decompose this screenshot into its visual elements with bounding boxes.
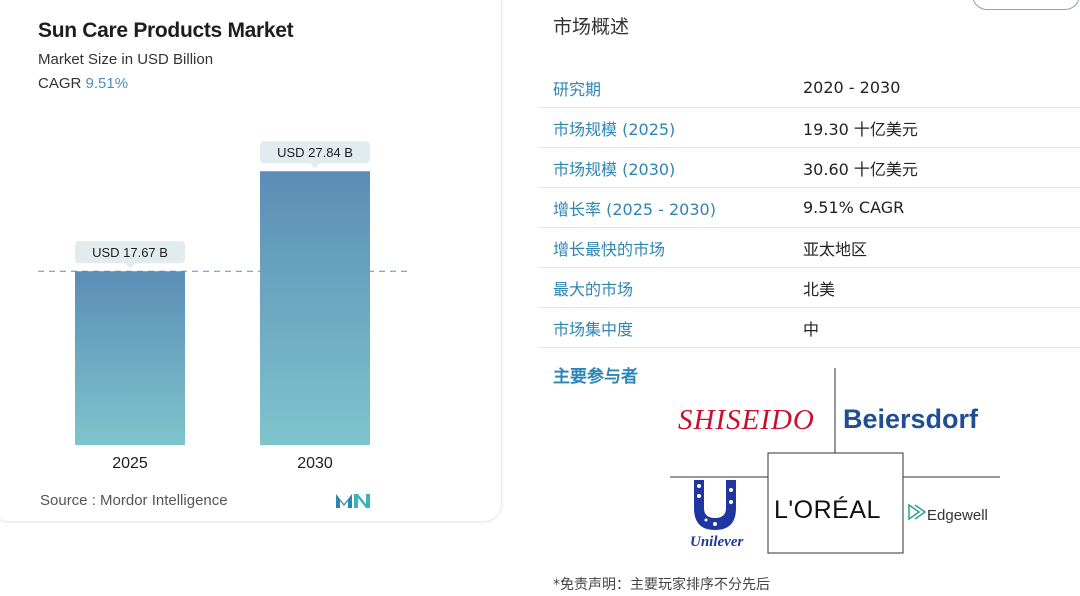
unilever-u-icon xyxy=(694,480,736,530)
loreal-logo: L'ORÉAL xyxy=(774,496,881,524)
row-key: 研究期 xyxy=(540,68,803,108)
cagr-line: CAGR 9.51% xyxy=(38,75,128,92)
data-label-pointer xyxy=(310,163,320,169)
row-value: 19.30 十亿美元 xyxy=(803,107,1080,148)
row-value: 2020 - 2030 xyxy=(803,68,1080,108)
table-row: 市场规模 (2030) 30.60 十亿美元 xyxy=(540,147,1080,188)
overview-title: 市场概述 xyxy=(553,16,630,38)
x-tick-label: 2025 xyxy=(112,455,148,472)
edgewell-logo: Edgewell xyxy=(907,501,988,528)
table-row: 增长最快的市场 亚太地区 xyxy=(540,227,1080,268)
x-tick-label: 2030 xyxy=(297,455,333,472)
unilever-wordmark: Unilever xyxy=(690,534,744,550)
row-key: 最大的市场 xyxy=(540,267,803,308)
table-row: 研究期 2020 - 2030 xyxy=(540,68,1080,108)
row-value: 北美 xyxy=(803,267,1080,308)
chart-title: Sun Care Products Market xyxy=(38,19,294,42)
row-value: 中 xyxy=(803,307,1080,348)
overview-table: 研究期 2020 - 2030 市场规模 (2025) 19.30 十亿美元 市场规… xyxy=(540,68,1080,348)
cagr-label: CAGR xyxy=(38,75,82,92)
bar-2025 xyxy=(75,271,185,445)
logo-grid-lines xyxy=(670,368,1000,554)
row-key: 增长最快的市场 xyxy=(540,227,803,268)
row-key: 市场集中度 xyxy=(540,307,803,348)
disclaimer: *免责声明：主要玩家排序不分先后 xyxy=(553,577,770,593)
table-row: 市场规模 (2025) 19.30 十亿美元 xyxy=(540,107,1080,148)
table-row: 市场集中度中 xyxy=(540,307,1080,348)
data-label-pointer xyxy=(125,263,135,269)
row-key: 市场规模 (2030) xyxy=(540,147,803,188)
edgewell-wordmark: Edgewell xyxy=(927,507,988,524)
edgewell-leaf-icon xyxy=(908,503,927,521)
top-pill-button[interactable] xyxy=(972,0,1080,10)
bar-2030 xyxy=(260,171,370,445)
bar-chart: USD 17.67 B 2025 USD 27.84 B 2030 xyxy=(38,141,410,472)
data-label: USD 17.67 B xyxy=(92,245,168,260)
row-key: 市场规模 (2025) xyxy=(540,107,803,148)
shiseido-logo: SHISEIDO xyxy=(678,404,815,436)
source-note: Source : Mordor Intelligence xyxy=(40,492,228,509)
table-row: 最大的市场 北美 xyxy=(540,267,1080,308)
unilever-logo: Unilever xyxy=(688,478,743,550)
data-label-bg xyxy=(75,241,185,264)
table-row: 增长率 (2025 - 2030) 9.51% CAGR xyxy=(540,187,1080,228)
chart-subtitle: Market Size in USD Billion xyxy=(38,51,214,68)
row-value: 亚太地区 xyxy=(803,227,1080,268)
data-label-bg xyxy=(260,141,370,164)
beiersdorf-logo: Beiersdorf xyxy=(843,404,979,434)
mordor-intelligence-logo xyxy=(336,494,370,508)
data-label: USD 27.84 B xyxy=(277,145,353,160)
key-players-label: 主要参与者 xyxy=(553,367,638,387)
row-value: 30.60 十亿美元 xyxy=(803,147,1080,188)
key-players-logos: SHISEIDO Beiersdorf Unilever L'ORÉAL Edg… xyxy=(660,368,1010,558)
row-value: 9.51% CAGR xyxy=(803,187,1080,228)
cagr-value: 9.51% xyxy=(85,75,129,92)
row-key: 增长率 (2025 - 2030) xyxy=(540,187,803,228)
